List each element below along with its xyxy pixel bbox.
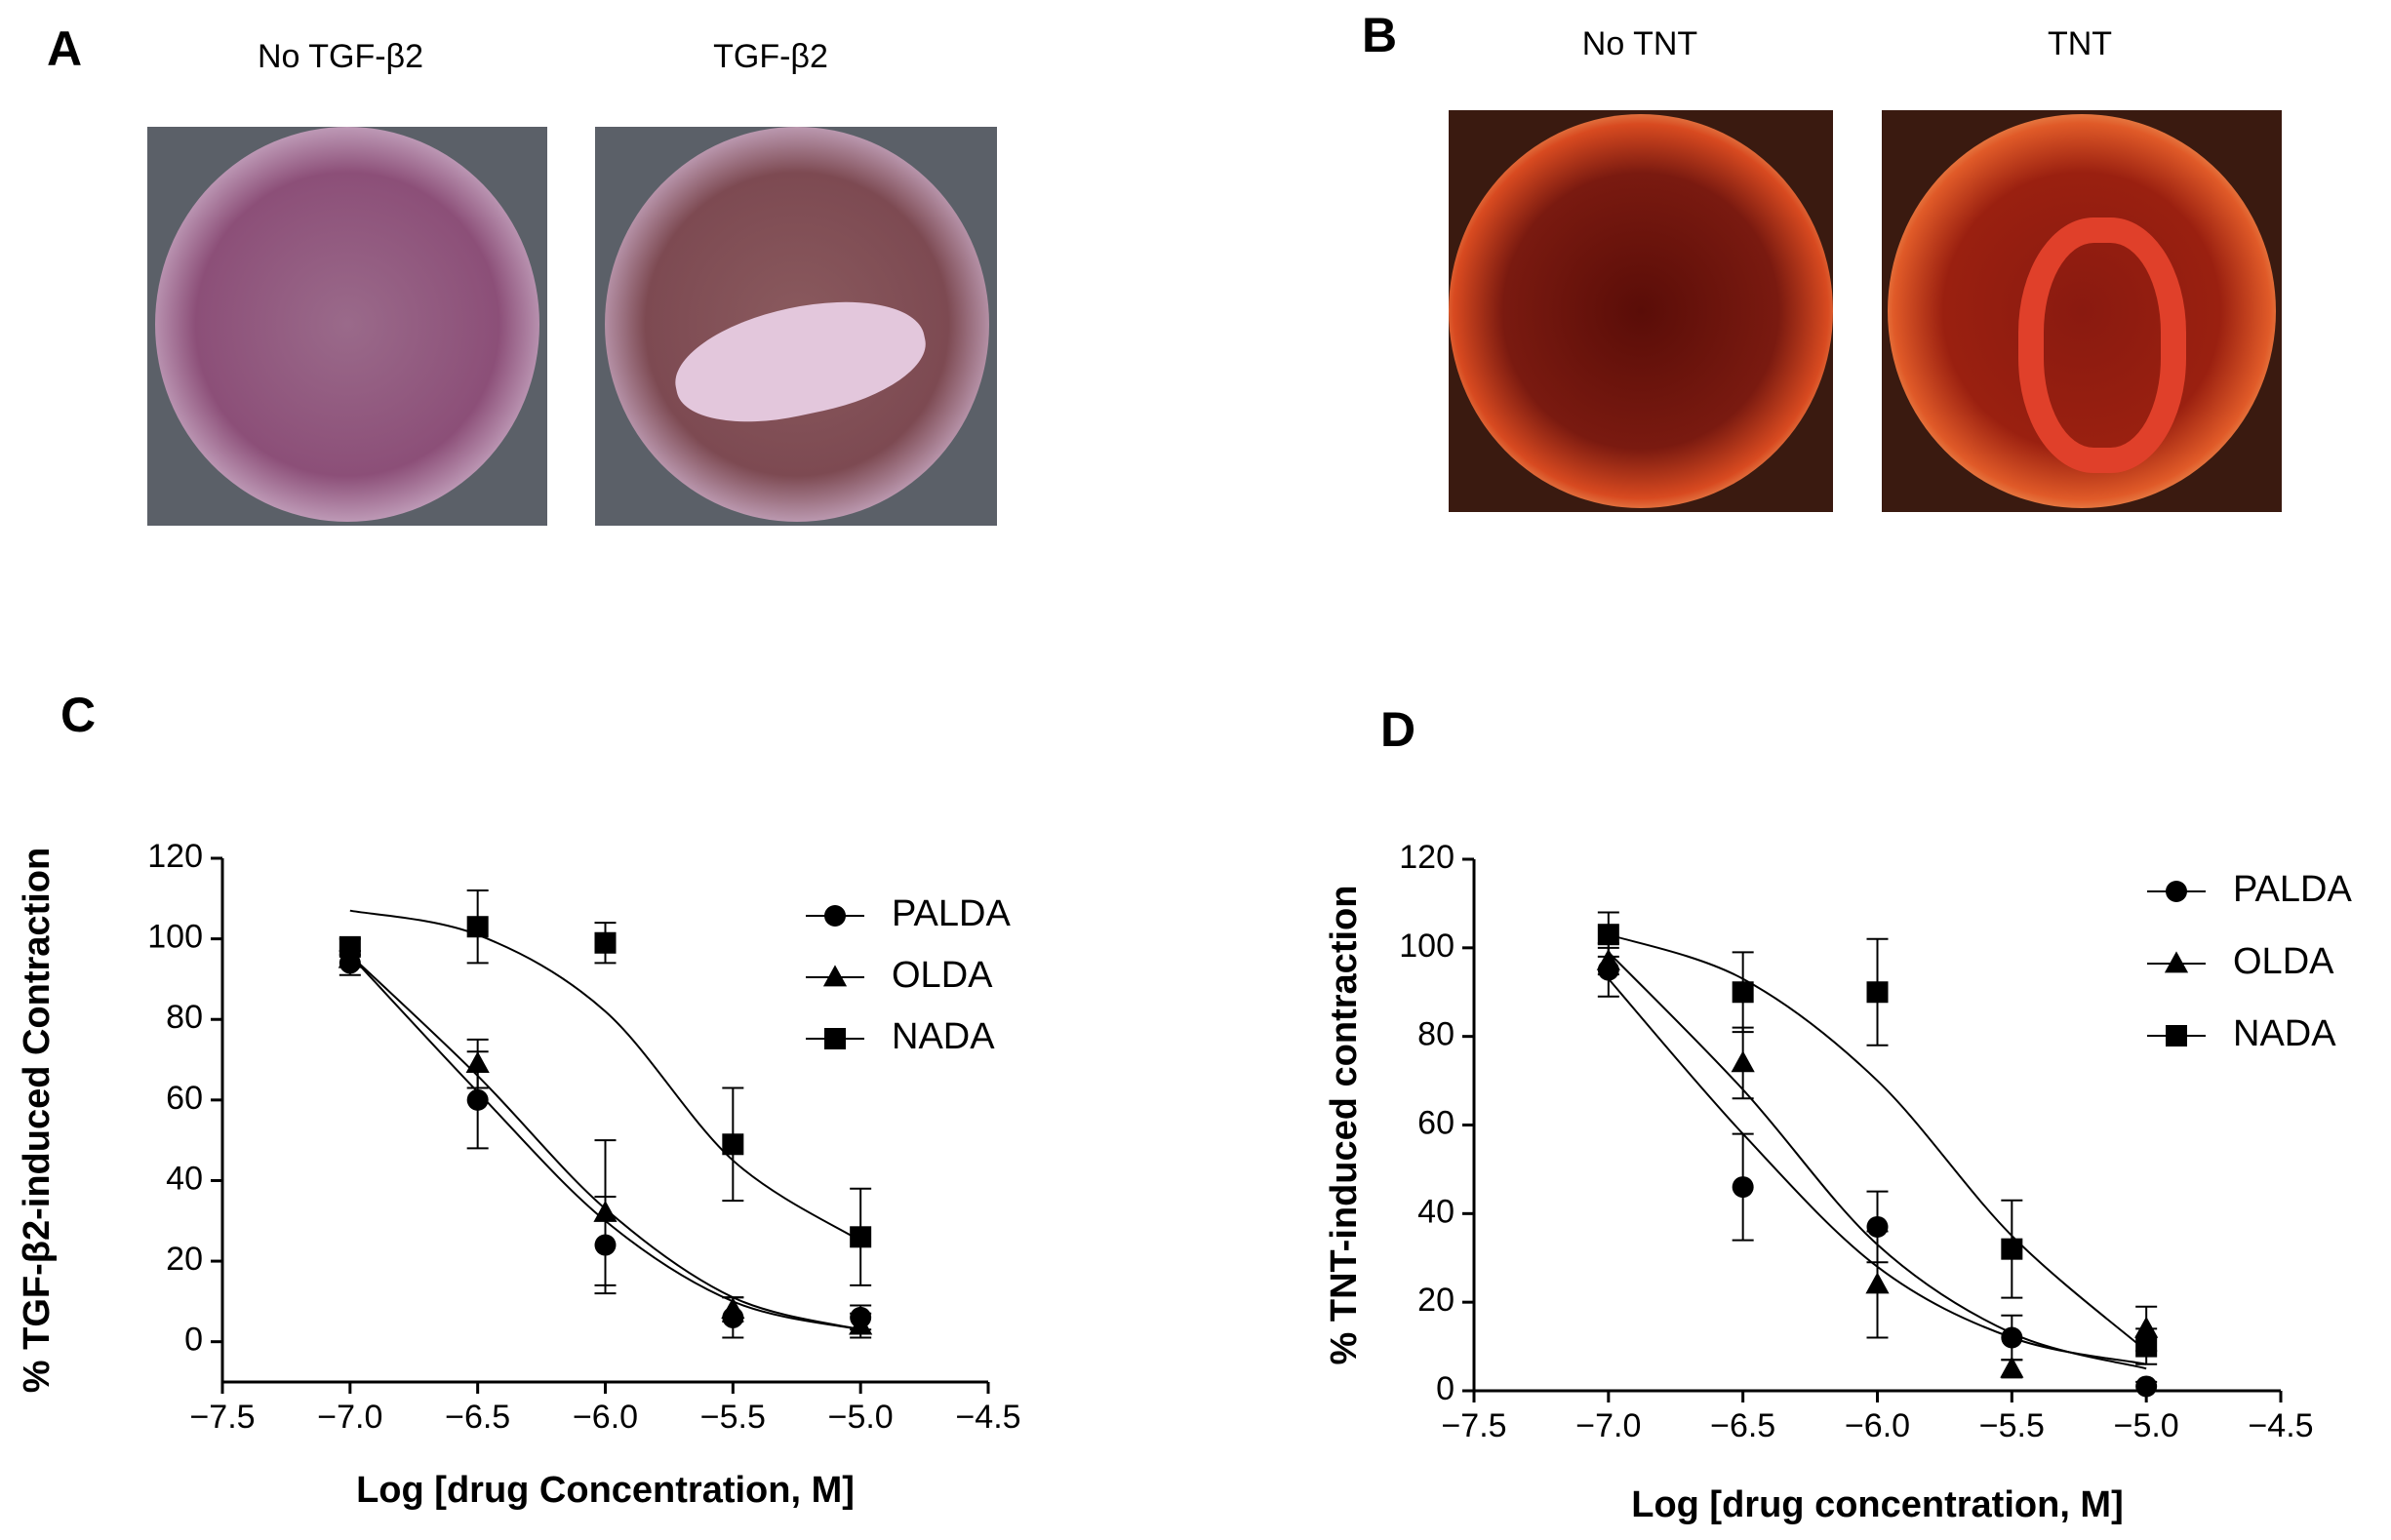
fit-curve xyxy=(349,909,861,1243)
well xyxy=(1449,114,1833,508)
marker xyxy=(2000,1356,2024,1378)
marker xyxy=(339,935,361,958)
x-tick-label: −5.0 xyxy=(828,1399,894,1436)
marker xyxy=(1866,981,1889,1004)
marker xyxy=(593,1200,618,1222)
photo-caption: TGF-β2 xyxy=(713,38,828,75)
legend-marker xyxy=(2164,951,2189,973)
fit-curve xyxy=(1608,933,2147,1352)
y-axis-title: % TGF-β2-induced Contraction xyxy=(17,848,58,1393)
legend-marker xyxy=(824,1028,846,1049)
photo xyxy=(147,127,547,526)
panel-label: C xyxy=(60,688,96,742)
marker xyxy=(849,1313,873,1335)
marker xyxy=(1732,1176,1754,1199)
marker xyxy=(721,1296,745,1319)
marker xyxy=(1865,1272,1890,1294)
marker xyxy=(1732,981,1754,1004)
x-axis-title: Log [drug concentration, M] xyxy=(1631,1484,2124,1525)
x-tick-label: −7.5 xyxy=(189,1399,255,1436)
y-tick-label: 120 xyxy=(1399,839,1455,876)
marker xyxy=(2135,1335,2158,1358)
x-tick-label: −6.0 xyxy=(1845,1407,1910,1444)
x-axis-title: Log [drug Concentration, M] xyxy=(356,1470,855,1511)
x-tick-label: −6.0 xyxy=(573,1399,638,1436)
y-tick-label: 20 xyxy=(1417,1282,1455,1319)
y-tick-label: 20 xyxy=(166,1241,203,1278)
y-tick-label: 100 xyxy=(1399,928,1455,965)
legend-label: NADA xyxy=(892,1016,995,1057)
panel-label: B xyxy=(1362,8,1397,62)
y-tick-label: 40 xyxy=(1417,1193,1455,1230)
legend-label: PALDA xyxy=(2233,869,2352,910)
well xyxy=(155,127,539,522)
marker xyxy=(1731,1050,1755,1073)
marker xyxy=(594,931,617,954)
photo xyxy=(1449,110,1833,512)
legend-label: OLDA xyxy=(892,955,993,996)
photo-caption: No TNT xyxy=(1582,25,1697,62)
legend-label: PALDA xyxy=(892,893,1011,934)
marker xyxy=(1596,948,1620,970)
panel-label: A xyxy=(47,21,82,76)
x-tick-label: −6.5 xyxy=(445,1399,510,1436)
legend-label: OLDA xyxy=(2233,941,2334,982)
fit-curve xyxy=(1608,951,2147,1370)
y-tick-label: 0 xyxy=(1436,1370,1455,1407)
y-tick-label: 0 xyxy=(184,1322,203,1359)
photo-caption: No TGF-β2 xyxy=(258,38,423,75)
y-tick-label: 60 xyxy=(166,1080,203,1117)
photo xyxy=(1882,110,2282,512)
photo xyxy=(595,127,997,526)
x-tick-label: −7.0 xyxy=(317,1399,382,1436)
panel-label: D xyxy=(1380,702,1415,757)
y-axis-title: % TNT-induced contraction xyxy=(1324,886,1365,1365)
y-tick-label: 80 xyxy=(166,999,203,1036)
marker xyxy=(2135,1375,2158,1398)
fit-curve xyxy=(1608,977,2147,1365)
x-tick-label: −5.0 xyxy=(2114,1407,2179,1444)
y-tick-label: 120 xyxy=(147,838,203,875)
photo-caption: TNT xyxy=(2048,25,2112,62)
marker xyxy=(466,916,489,938)
y-tick-label: 60 xyxy=(1417,1104,1455,1141)
x-tick-label: −7.5 xyxy=(1441,1407,1506,1444)
marker xyxy=(465,1051,490,1074)
marker xyxy=(722,1133,744,1156)
y-tick-label: 40 xyxy=(166,1160,203,1197)
legend-marker xyxy=(824,905,846,927)
marker xyxy=(1597,924,1619,946)
legend-marker xyxy=(2166,881,2187,902)
fit-curve xyxy=(349,954,861,1331)
x-tick-label: −7.0 xyxy=(1575,1407,1641,1444)
legend-label: NADA xyxy=(2233,1013,2336,1054)
marker xyxy=(2001,1326,2023,1349)
marker xyxy=(2134,1316,2159,1338)
x-tick-label: −5.5 xyxy=(1979,1407,2045,1444)
marker xyxy=(466,1088,489,1111)
legend-marker xyxy=(2166,1025,2187,1046)
marker xyxy=(2001,1238,2023,1260)
x-tick-label: −4.5 xyxy=(2248,1407,2313,1444)
y-tick-label: 100 xyxy=(147,919,203,956)
x-tick-label: −6.5 xyxy=(1710,1407,1775,1444)
x-tick-label: −4.5 xyxy=(955,1399,1020,1436)
legend-marker xyxy=(822,965,848,987)
x-tick-label: −5.5 xyxy=(700,1399,766,1436)
marker xyxy=(850,1226,872,1248)
y-tick-label: 80 xyxy=(1417,1016,1455,1053)
